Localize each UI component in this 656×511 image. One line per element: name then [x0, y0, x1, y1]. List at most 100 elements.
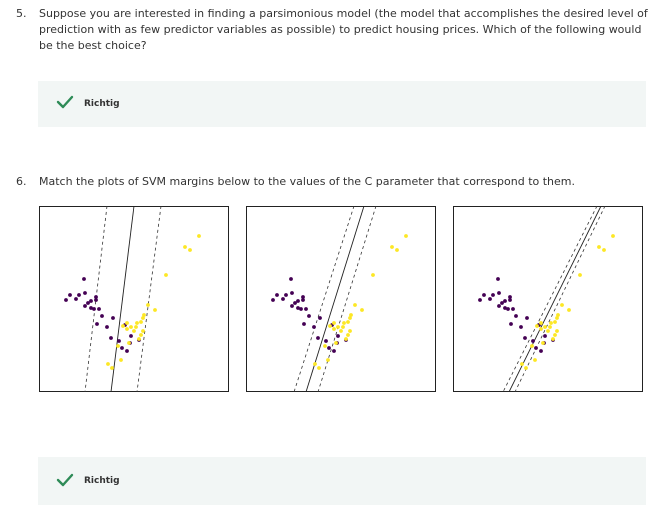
data-point — [324, 339, 328, 343]
data-point — [97, 307, 101, 311]
data-point — [129, 325, 133, 329]
plot-frame — [453, 206, 643, 392]
data-point — [316, 336, 320, 340]
data-point — [86, 301, 90, 305]
data-point — [539, 327, 543, 331]
data-point — [533, 358, 537, 362]
data-point — [125, 349, 129, 353]
data-point — [534, 346, 538, 350]
data-point — [120, 346, 124, 350]
data-point — [89, 299, 93, 303]
data-point — [395, 248, 399, 252]
svm-margin-plot-2 — [246, 206, 436, 392]
feedback-box-question-6: Richtig — [38, 457, 646, 505]
data-point — [348, 329, 352, 333]
data-point — [142, 313, 146, 317]
data-point — [289, 277, 293, 281]
data-point — [318, 316, 322, 320]
decision-boundary — [110, 206, 135, 392]
data-point — [121, 324, 125, 328]
data-point — [602, 248, 606, 252]
question-number: 6. — [16, 175, 27, 188]
data-point — [139, 333, 143, 337]
check-icon — [56, 473, 74, 490]
data-point — [141, 329, 145, 333]
feedback-label: Richtig — [84, 476, 120, 486]
margin-line — [502, 206, 598, 392]
data-point — [514, 314, 518, 318]
data-point — [478, 298, 482, 302]
data-point — [332, 349, 336, 353]
data-point — [520, 362, 524, 366]
data-point — [125, 321, 129, 325]
data-point — [83, 291, 87, 295]
margin-line — [136, 206, 162, 392]
data-point — [304, 307, 308, 311]
data-point — [531, 339, 535, 343]
data-point — [197, 234, 201, 238]
data-point — [111, 316, 115, 320]
data-point — [336, 325, 340, 329]
data-point — [332, 321, 336, 325]
data-point — [611, 234, 615, 238]
margin-line — [293, 206, 355, 392]
decision-boundary — [508, 206, 602, 392]
data-point — [541, 341, 545, 345]
data-point — [353, 303, 357, 307]
data-point — [549, 321, 553, 325]
question-text: Suppose you are interested in finding a … — [39, 7, 648, 52]
data-point — [302, 322, 306, 326]
data-point — [555, 329, 559, 333]
data-point — [188, 248, 192, 252]
data-point — [129, 334, 133, 338]
data-point — [539, 321, 543, 325]
data-point — [284, 293, 288, 297]
data-point — [511, 307, 515, 311]
data-point — [553, 320, 557, 324]
data-point — [326, 358, 330, 362]
margin-line — [514, 206, 606, 392]
data-point — [110, 366, 114, 370]
data-point — [328, 324, 332, 328]
data-point — [146, 303, 150, 307]
data-point — [296, 306, 300, 310]
question-text: Match the plots of SVM margins below to … — [39, 175, 576, 188]
plot-frame — [39, 206, 229, 392]
data-point — [497, 291, 501, 295]
data-point — [94, 295, 98, 299]
data-point — [524, 366, 528, 370]
data-point — [94, 298, 98, 302]
data-point — [341, 325, 345, 329]
question-number: 5. — [16, 7, 27, 20]
margin-line — [84, 206, 108, 392]
data-point — [323, 344, 327, 348]
data-point — [488, 297, 492, 301]
data-point — [327, 346, 331, 350]
data-point — [509, 322, 513, 326]
data-point — [313, 362, 317, 366]
data-point — [153, 308, 157, 312]
data-point — [301, 295, 305, 299]
data-point — [301, 298, 305, 302]
data-point — [349, 313, 353, 317]
data-point — [503, 306, 507, 310]
data-point — [332, 327, 336, 331]
data-point — [597, 245, 601, 249]
data-point — [77, 293, 81, 297]
data-point — [482, 293, 486, 297]
data-point — [106, 362, 110, 366]
data-point — [134, 325, 138, 329]
data-point — [164, 273, 168, 277]
data-point — [508, 298, 512, 302]
data-point — [371, 273, 375, 277]
data-point — [348, 316, 352, 320]
data-point — [296, 299, 300, 303]
data-point — [519, 325, 523, 329]
data-point — [119, 358, 123, 362]
data-point — [342, 321, 346, 325]
data-point — [539, 349, 543, 353]
data-point — [548, 325, 552, 329]
check-icon — [56, 95, 74, 112]
data-point — [109, 336, 113, 340]
data-point — [290, 304, 294, 308]
